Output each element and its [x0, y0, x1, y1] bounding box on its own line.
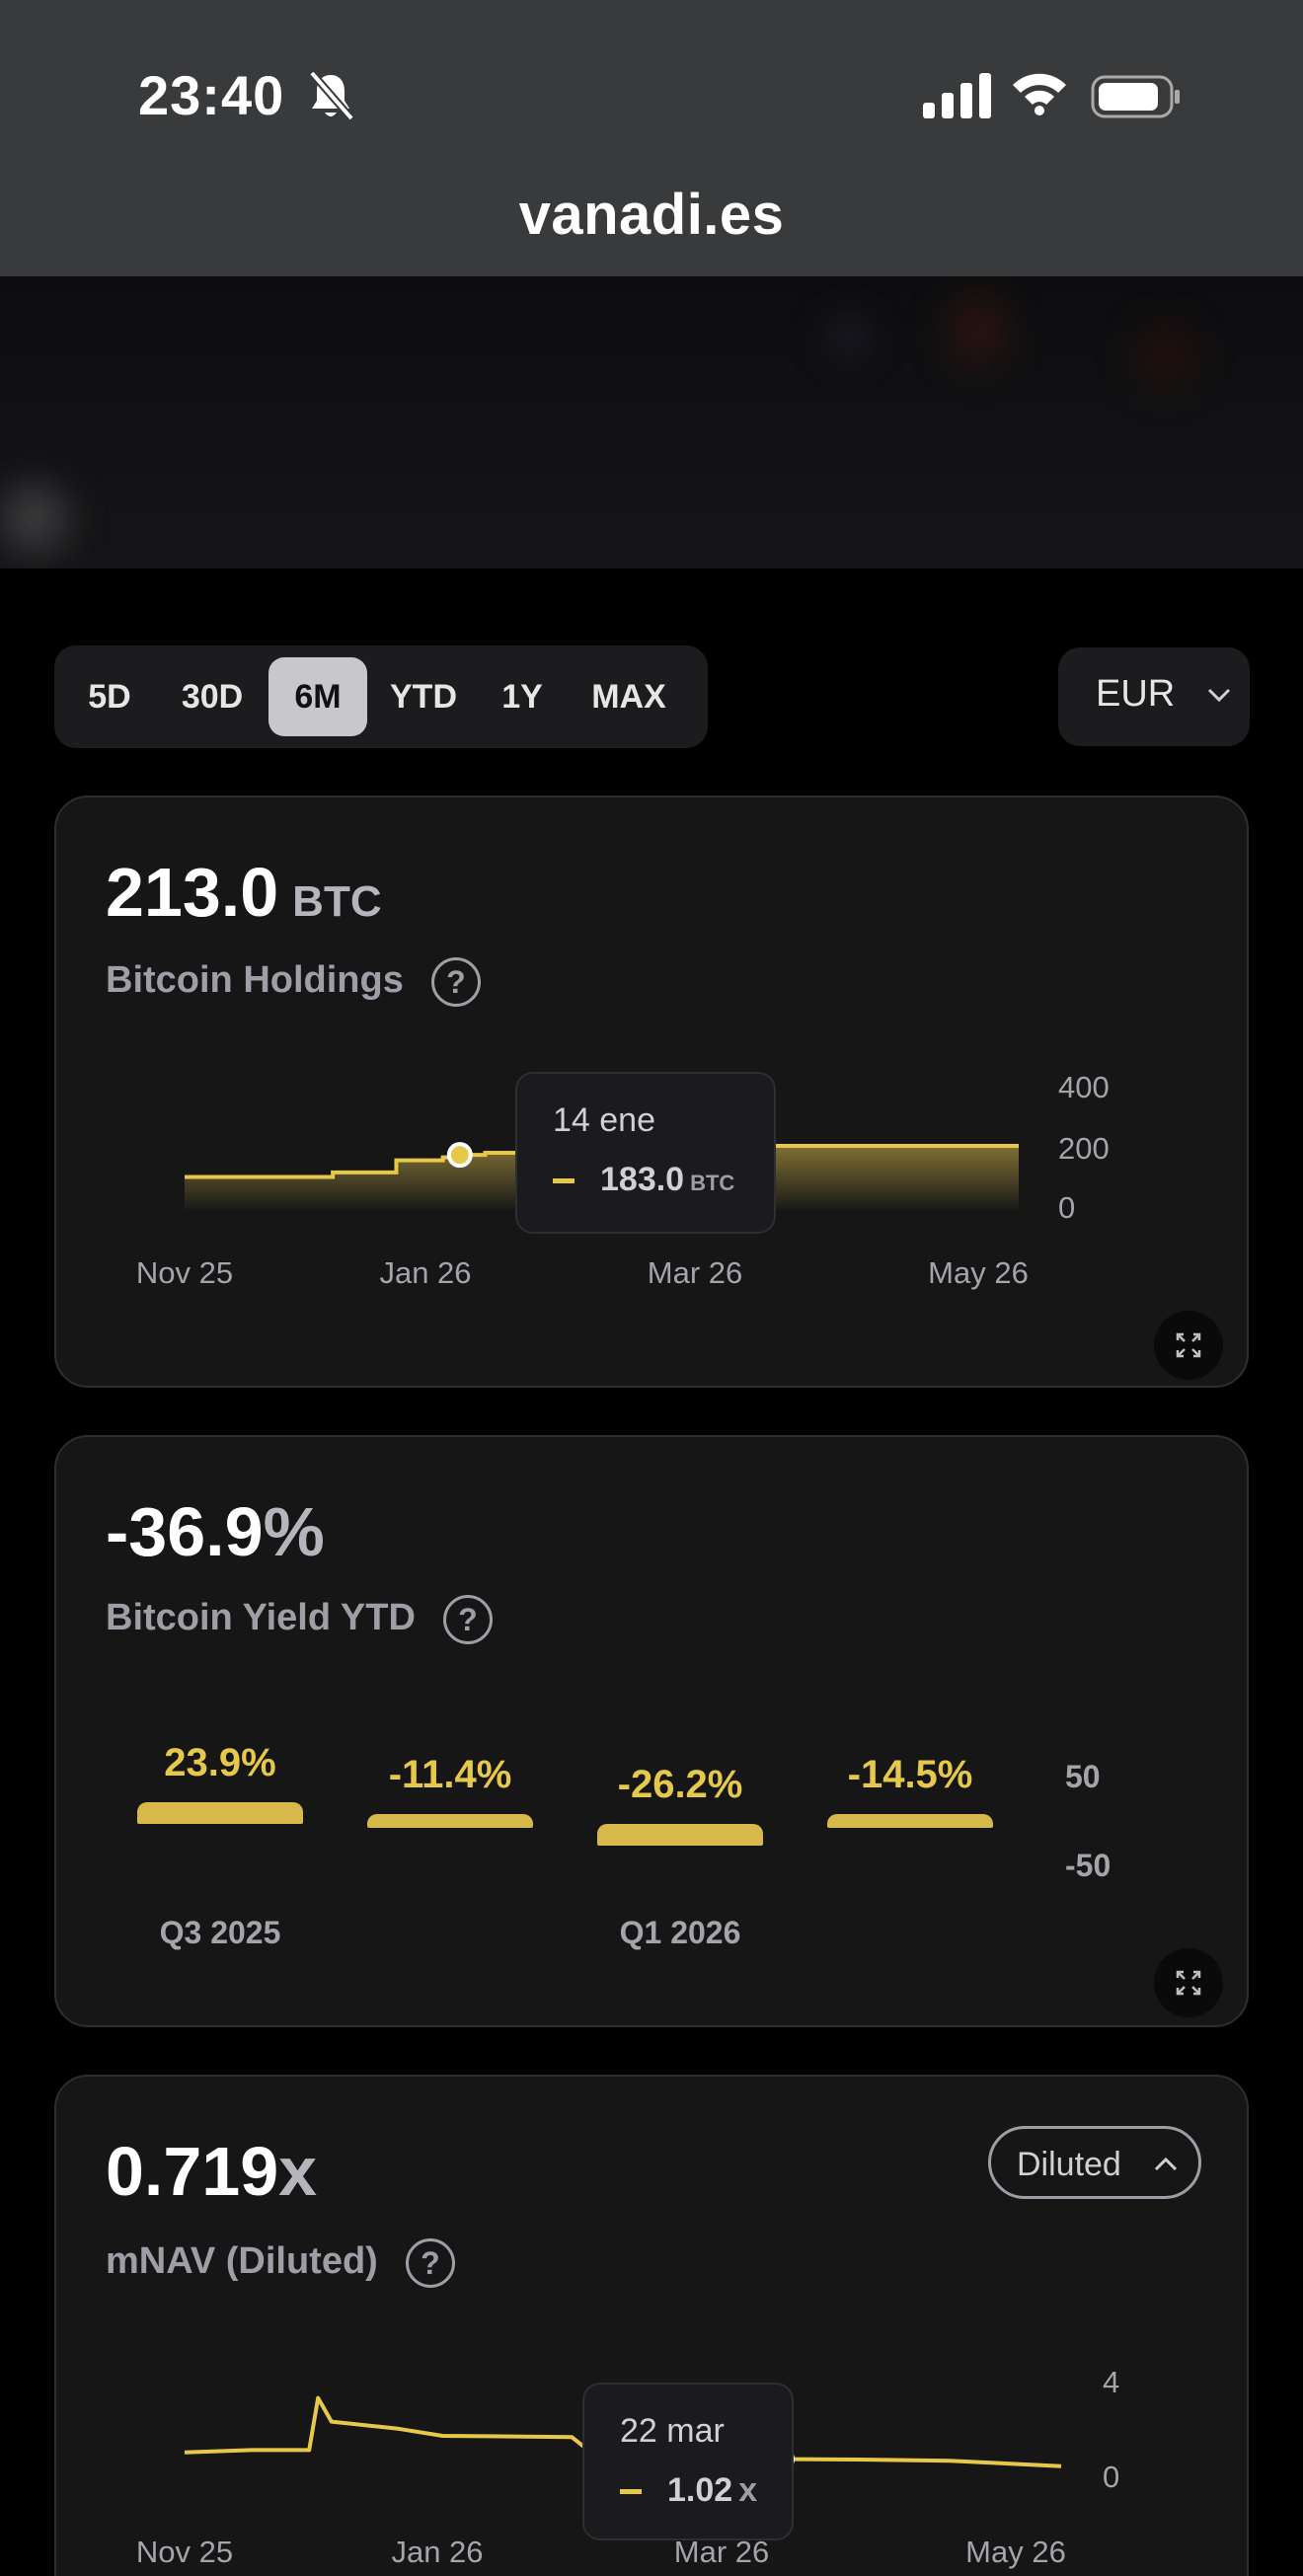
tooltip-value: 183.0 BTC — [600, 1161, 735, 1198]
help-icon[interactable]: ? — [442, 1595, 493, 1644]
mnav-value: 0.719x — [106, 2133, 318, 2210]
help-icon[interactable]: ? — [430, 957, 481, 1007]
holdings-hover-point — [446, 1142, 473, 1169]
yield-value: -36.9% — [106, 1493, 325, 1570]
hero-banner — [0, 276, 1303, 568]
expand-icon — [1176, 1970, 1201, 1996]
x-tick-label: Nov 25 — [136, 1255, 233, 1290]
expand-icon — [1176, 1332, 1201, 1358]
y-tick-label: -50 — [1065, 1848, 1111, 1883]
x-tick-label: May 26 — [928, 1255, 1029, 1290]
x-tick-label: Jan 26 — [391, 2535, 483, 2569]
tooltip-date: 22 mar — [620, 2412, 725, 2450]
tooltip-value: 1.02 x — [667, 2471, 758, 2509]
currency-select[interactable]: EUR — [1058, 647, 1250, 746]
help-icon[interactable]: ? — [405, 2238, 455, 2288]
diluted-toggle-label: Diluted — [1017, 2146, 1121, 2183]
chevron-down-icon — [1207, 688, 1231, 703]
yield-label: Bitcoin Yield YTD — [106, 1597, 416, 1639]
range-1y-button[interactable]: 1Y — [501, 678, 543, 716]
yield-label-row: Bitcoin Yield YTD? — [106, 1595, 493, 1644]
range-max-button[interactable]: MAX — [591, 678, 666, 716]
bar-value-label: -14.5% — [847, 1753, 973, 1796]
bar-value-label: -11.4% — [388, 1753, 512, 1796]
x-tick-label: Q1 2026 — [619, 1915, 741, 1950]
url-bar[interactable]: vanadi.es — [518, 183, 785, 247]
range-6m-button[interactable]: 6M — [268, 657, 367, 736]
y-tick-label: 400 — [1058, 1070, 1110, 1104]
y-tick-label: 50 — [1065, 1759, 1101, 1794]
tooltip-date: 14 ene — [553, 1101, 655, 1139]
bar-q4-2025[interactable] — [367, 1814, 533, 1828]
bar-q2-2026[interactable] — [827, 1814, 993, 1828]
y-tick-label: 4 — [1103, 2365, 1119, 2399]
currency-value: EUR — [1096, 673, 1176, 715]
tooltip-series-swatch — [553, 1178, 575, 1183]
bell-muted-icon — [308, 70, 355, 121]
x-tick-label: Mar 26 — [648, 1255, 742, 1290]
range-5d-button[interactable]: 5D — [88, 678, 131, 716]
holdings-unit: BTC — [292, 877, 382, 926]
bar-value-label: -26.2% — [617, 1763, 743, 1806]
mnav-suffix: x — [278, 2133, 318, 2210]
battery-icon — [1091, 75, 1180, 118]
mnav-line — [184, 2395, 1062, 2468]
y-tick-label: 200 — [1058, 1131, 1110, 1166]
time-range-selector: 5D 30D 6M YTD 1Y MAX — [54, 645, 708, 748]
y-tick-label: 0 — [1103, 2460, 1119, 2494]
bar-q1-2026[interactable] — [597, 1824, 763, 1846]
bar-q3-2025[interactable] — [137, 1802, 303, 1824]
chevron-up-icon — [1154, 2157, 1178, 2171]
yield-suffix: % — [263, 1493, 325, 1570]
holdings-tooltip: 14 ene 183.0 BTC — [515, 1072, 776, 1234]
range-30d-button[interactable]: 30D — [181, 678, 244, 716]
range-ytd-button[interactable]: YTD — [390, 678, 457, 716]
browser-top-bar: 23:40 vanadi.es — [0, 0, 1303, 276]
y-tick-label: 0 — [1058, 1190, 1075, 1225]
holdings-value: 213.0 BTC — [106, 854, 382, 931]
x-tick-label: Nov 25 — [136, 2535, 233, 2569]
bar-value-label: 23.9% — [164, 1741, 276, 1784]
expand-chart-button[interactable] — [1154, 1311, 1223, 1380]
holdings-card: 213.0 BTC Bitcoin Holdings? Nov 25 Jan 26 M… — [54, 796, 1249, 1388]
yield-card: -36.9% Bitcoin Yield YTD? 23.9% -11.4% -26… — [54, 1435, 1249, 2027]
holdings-label: Bitcoin Holdings — [106, 959, 404, 1002]
expand-chart-button[interactable] — [1154, 1948, 1223, 2017]
status-time: 23:40 — [138, 64, 285, 126]
x-tick-label: Jan 26 — [379, 1255, 471, 1290]
mnav-label-row: mNAV (Diluted)? — [106, 2238, 455, 2288]
x-tick-label: May 26 — [965, 2535, 1066, 2569]
mnav-label: mNAV (Diluted) — [106, 2240, 378, 2283]
mnav-card: 0.719x mNAV (Diluted)? Diluted Nov 25 Jan… — [54, 2075, 1249, 2576]
holdings-label-row: Bitcoin Holdings? — [106, 957, 481, 1007]
yield-chart[interactable]: 23.9% -11.4% -26.2% -14.5% Q3 2025 Q1 2026 50 -… — [56, 1437, 1251, 2029]
tooltip-series-swatch — [620, 2489, 642, 2494]
wifi-icon — [1013, 73, 1066, 115]
signal-icon — [923, 73, 991, 118]
diluted-toggle-button[interactable]: Diluted — [988, 2126, 1201, 2199]
x-tick-label: Q3 2025 — [159, 1915, 281, 1950]
mnav-tooltip: 22 mar 1.02 x — [582, 2383, 794, 2540]
